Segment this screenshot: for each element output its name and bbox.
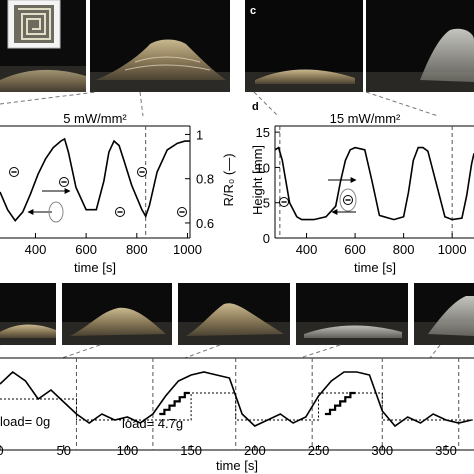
panel-label-c: c <box>250 5 256 17</box>
chart-15mw-xlabel: time [s] <box>354 260 396 275</box>
chart-5mw-title: 5 mW/mm² <box>63 111 127 126</box>
chart-15mw-series-line <box>274 146 474 221</box>
chart-load-staircase <box>324 391 356 416</box>
chart-load-annotation: load= 4.7g <box>122 416 183 431</box>
chart-load-reference-line <box>0 392 474 421</box>
chart-15mw-xtick-label: 400 <box>296 242 318 257</box>
photo-inset-spiral <box>7 0 61 49</box>
chart-15mw-ellipse <box>339 188 357 212</box>
chart-15mw-ytick-label: 15 <box>256 125 270 140</box>
chart-5mw-ytick-label: 0.6 <box>196 216 214 231</box>
chart-15mw-xtick-label: 1000 <box>438 242 467 257</box>
chart-load-xtick-label: 200 <box>244 443 266 458</box>
chart-load-xtick-label: 50 <box>56 443 70 458</box>
chart-15mw-title: 15 mW/mm² <box>330 111 401 126</box>
chart-15mw-xtick-label: 800 <box>393 242 415 257</box>
chart-15mw-ylabel: Height [mm] <box>250 145 265 215</box>
chart-15mw: 15 mW/mm² 400 600 800 1000 0 5 10 15 Height [mm… <box>250 111 474 275</box>
strip-connectors <box>0 344 441 359</box>
photo-top-mid <box>90 0 230 92</box>
chart-5mw-series-line <box>0 137 190 223</box>
chart-load-annotation: load= 0g <box>0 414 50 429</box>
chart-load-series-line <box>0 370 472 428</box>
chart-5mw-xtick-label: 800 <box>126 242 148 257</box>
chart-15mw-ytick-label: 10 <box>256 160 270 175</box>
chart-5mw-ylabel: R/R₀ (—) <box>221 153 236 206</box>
chart-load-xtick-label: 150 <box>180 443 202 458</box>
photo-top-right1: c <box>245 0 363 92</box>
chart-load-xtick-label: 250 <box>308 443 330 458</box>
chart-5mw: 5 mW/mm² 400 600 800 1000 0.6 0.8 1 R/R₀ (—) t… <box>0 111 236 275</box>
chart-load-xtick-label: 350 <box>435 443 457 458</box>
chart-load-xlabel: time [s] <box>216 458 258 473</box>
chart-5mw-xtick-label: 600 <box>75 242 97 257</box>
chart-15mw-xtick-label: 600 <box>344 242 366 257</box>
chart-5mw-ytick-label: 0.8 <box>196 172 214 187</box>
chart-load-staircase <box>159 391 190 416</box>
chart-15mw-ytick-label: 5 <box>263 196 270 211</box>
chart-load-xtick-label: 0 <box>0 443 4 458</box>
panel-label-d: d <box>252 101 259 113</box>
chart-load-xtick-label: 300 <box>371 443 393 458</box>
chart-5mw-ellipse <box>48 201 64 223</box>
photo-connectors <box>0 91 439 117</box>
chart-5mw-xtick-label: 400 <box>25 242 47 257</box>
chart-load-xtick-label: 100 <box>117 443 139 458</box>
photo-strip <box>0 283 474 345</box>
chart-5mw-xtick-label: 1000 <box>173 242 202 257</box>
chart-15mw-ytick-label: 0 <box>263 231 270 246</box>
chart-5mw-xlabel: time [s] <box>74 260 116 275</box>
chart-5mw-ytick-label: 1 <box>196 127 203 142</box>
photo-top-right2 <box>366 0 474 92</box>
